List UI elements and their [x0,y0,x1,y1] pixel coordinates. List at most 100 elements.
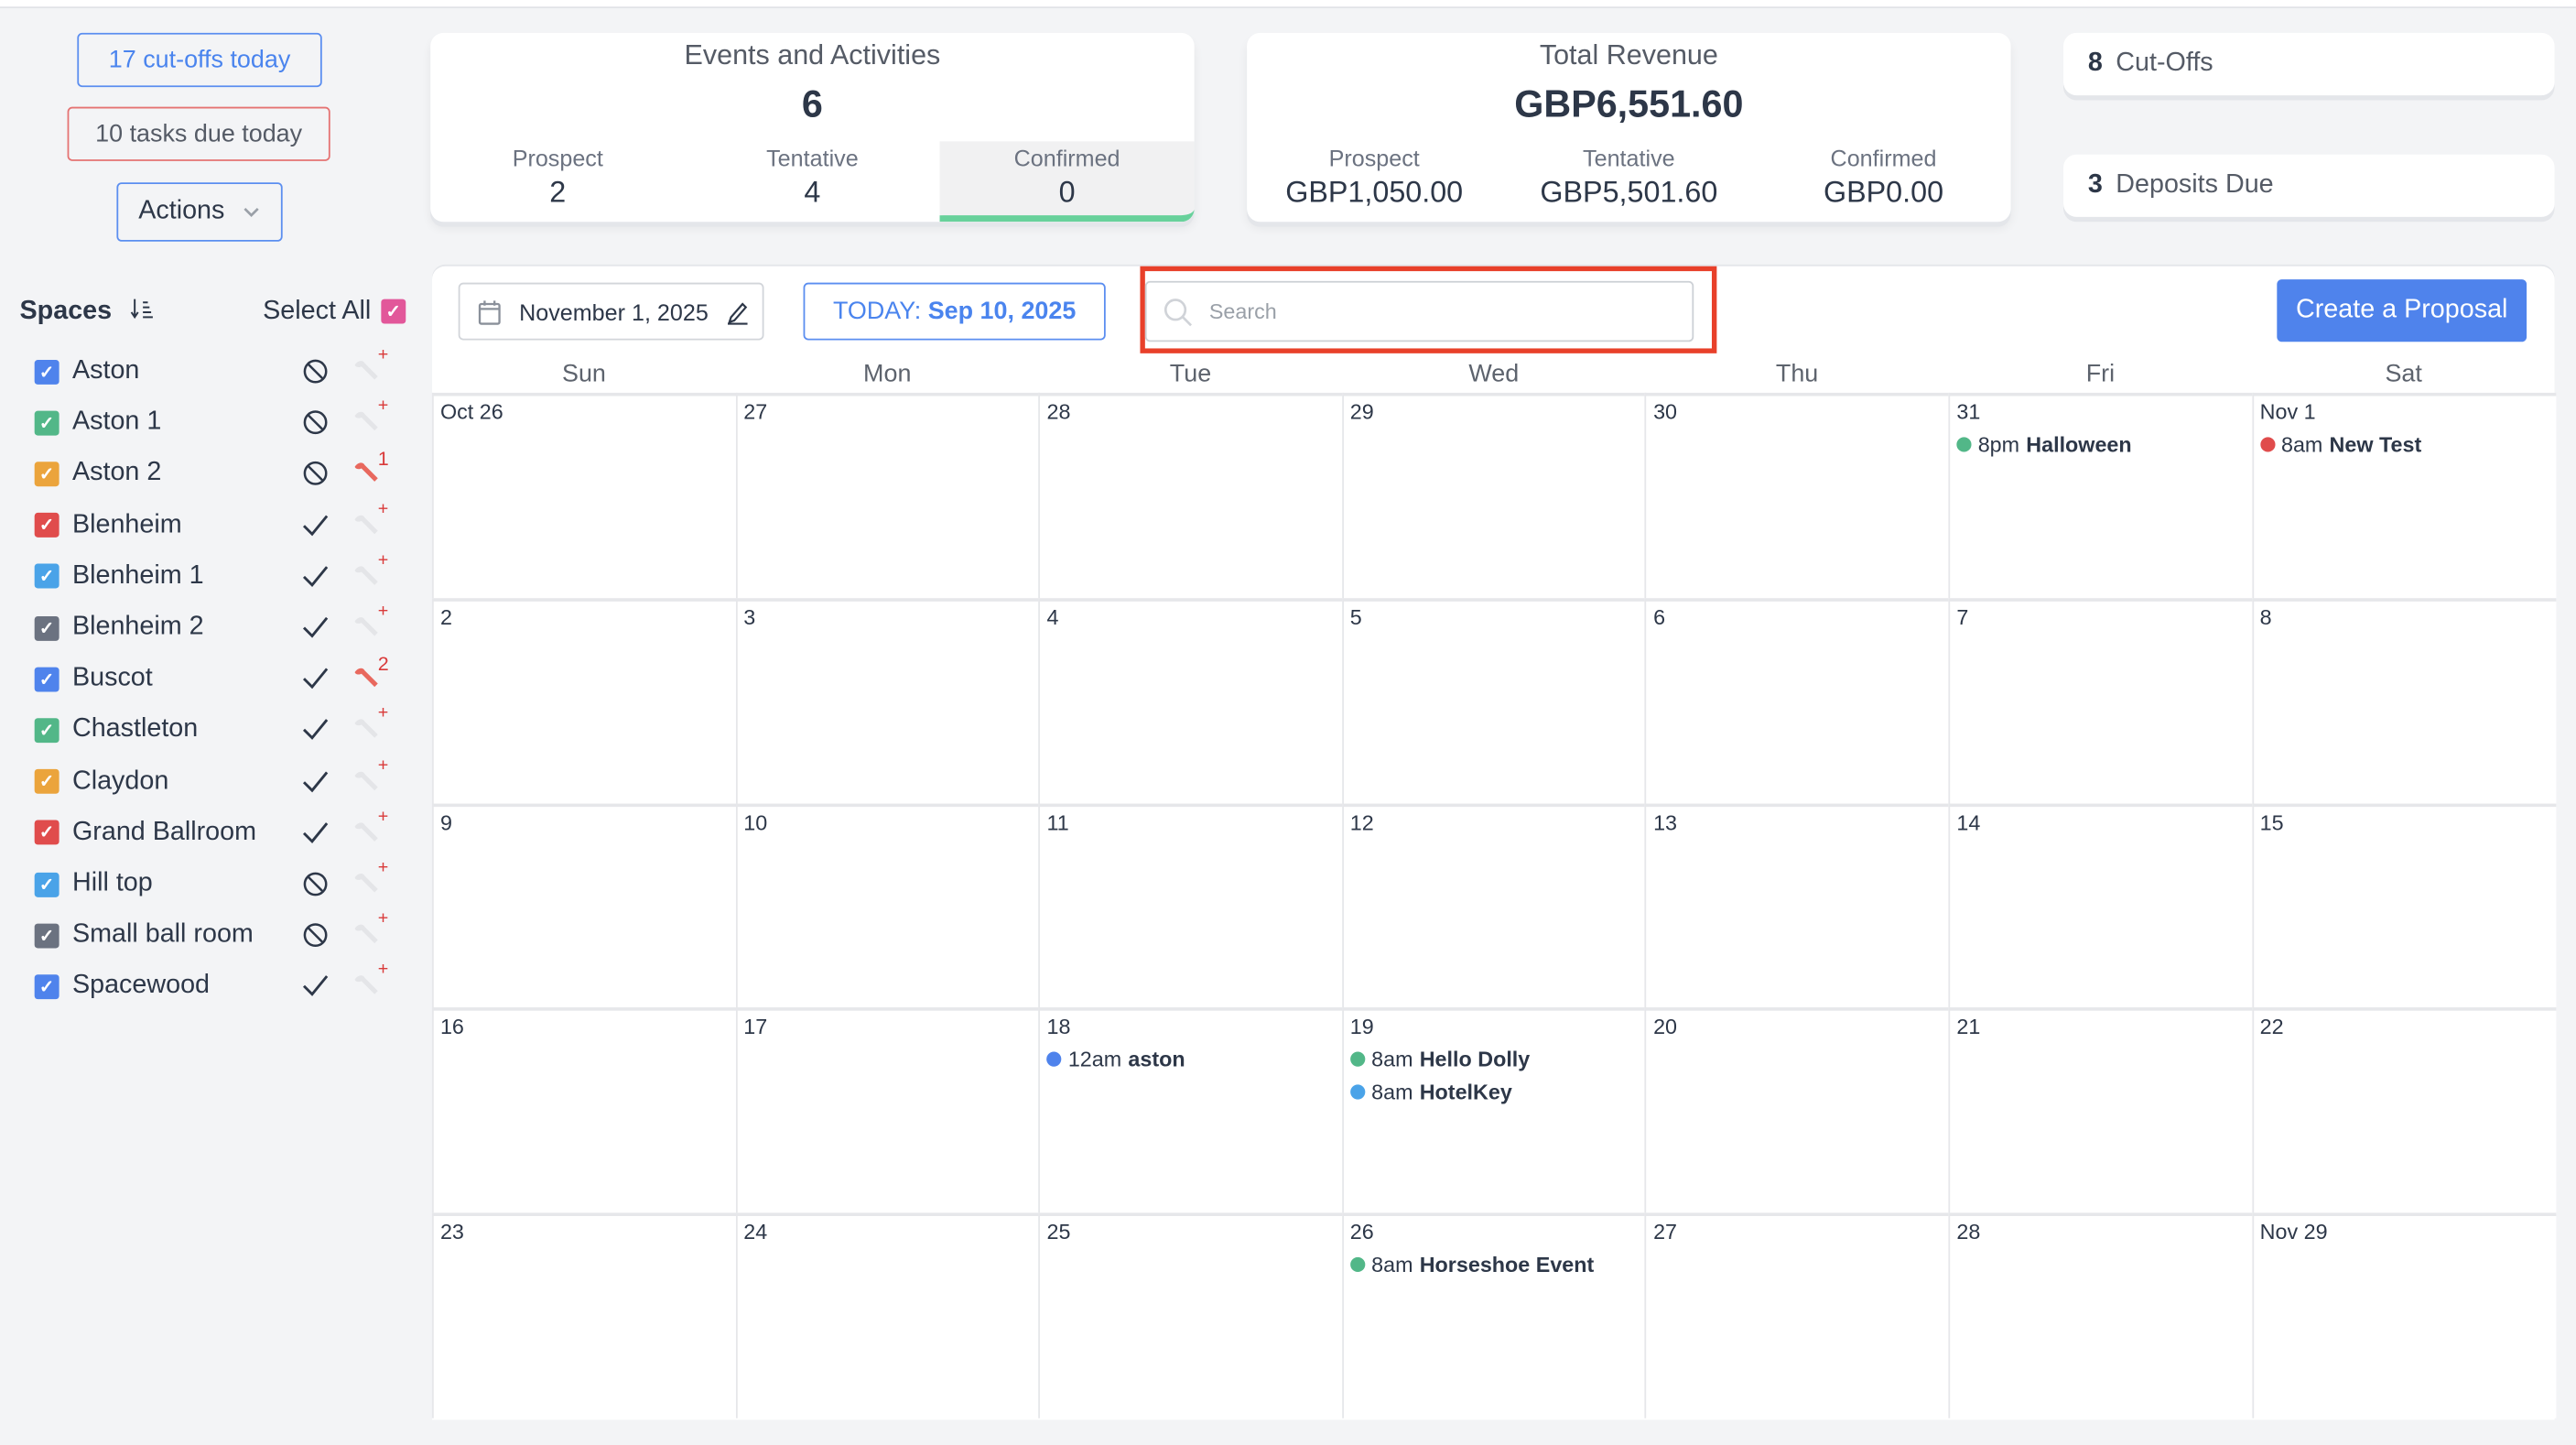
day-cell[interactable]: 21 [1948,1007,2253,1214]
day-cell[interactable]: 8 [2251,597,2556,804]
checkmark-icon[interactable] [300,561,330,591]
wrench-icon[interactable] [352,557,391,592]
blocked-icon[interactable] [300,407,330,437]
checkmark-icon[interactable] [300,664,330,693]
wrench-icon[interactable] [352,352,391,387]
space-checkbox[interactable]: ✓ [34,923,60,948]
day-cell[interactable]: 24 [735,1212,1040,1419]
space-checkbox[interactable]: ✓ [34,718,60,743]
day-cell[interactable]: Nov 1 8am New Test [2251,392,2556,599]
space-checkbox[interactable]: ✓ [34,513,60,538]
space-checkbox[interactable]: ✓ [34,359,60,385]
checkmark-icon[interactable] [300,766,330,796]
wrench-icon[interactable] [352,967,391,1003]
space-checkbox[interactable]: ✓ [34,667,60,691]
day-cell[interactable]: 28 [1948,1212,2253,1419]
day-cell[interactable]: 27 [735,392,1040,599]
day-cell[interactable]: 13 [1645,802,1950,1009]
space-checkbox[interactable]: ✓ [34,872,60,896]
checkmark-icon[interactable] [300,510,330,539]
space-checkbox[interactable]: ✓ [34,615,60,640]
day-cell[interactable]: 10 [735,802,1040,1009]
day-cell[interactable]: 30 [1645,392,1950,599]
cutoffs-today-button[interactable]: 17 cut-offs today [77,32,322,88]
blocked-icon[interactable] [300,459,330,488]
wrench-badge: + [377,549,389,570]
day-cell[interactable]: 17 [735,1007,1040,1214]
wrench-icon[interactable] [352,403,391,439]
select-all-checkbox[interactable]: ✓ [381,299,406,324]
calendar-event[interactable]: 8am Horseshoe Event [1349,1253,1594,1277]
calendar-event[interactable]: 12am aston [1046,1048,1185,1072]
day-cell[interactable]: 31 8pm Halloween [1948,392,2253,599]
search-input[interactable]: Search [1144,280,1694,342]
calendar-event[interactable]: 8pm Halloween [1956,432,2132,457]
space-checkbox[interactable]: ✓ [34,462,60,487]
day-cell[interactable]: 25 [1038,1212,1343,1419]
tasks-due-button[interactable]: 10 tasks due today [67,106,330,161]
day-cell[interactable]: 5 [1341,597,1646,804]
day-cell[interactable]: 26 8am Horseshoe Event [1341,1212,1646,1419]
edit-pencil-icon[interactable] [725,299,752,325]
day-cell[interactable]: 29 [1341,392,1646,599]
space-checkbox[interactable]: ✓ [34,974,60,999]
blocked-icon[interactable] [300,356,330,386]
day-cell[interactable]: 16 [431,1007,736,1214]
day-cell[interactable]: 6 [1645,597,1950,804]
wrench-icon[interactable] [352,659,391,695]
day-cell[interactable]: 3 [735,597,1040,804]
day-cell[interactable]: 4 [1038,597,1343,804]
day-cell[interactable]: 9 [431,802,736,1009]
calendar-event[interactable]: 8am Hello Dolly [1349,1048,1530,1072]
card-total: GBP6,551.60 [1514,81,1744,125]
wrench-icon[interactable] [352,454,391,490]
space-checkbox[interactable]: ✓ [34,564,60,589]
checkmark-icon[interactable] [300,715,330,744]
confirmed-stat[interactable]: Confirmed 0 [939,141,1195,223]
today-button[interactable]: TODAY: Sep 10, 2025 [803,282,1106,341]
wrench-icon[interactable] [352,916,391,951]
date-picker[interactable]: November 1, 2025 [458,282,764,341]
calendar-event[interactable]: 8am New Test [2259,432,2421,457]
wrench-icon[interactable] [352,864,391,900]
day-cell[interactable]: 28 [1038,392,1343,599]
sort-icon[interactable] [129,298,156,321]
space-item: ✓ Claydon + [34,755,413,799]
day-cell[interactable]: 2 [431,597,736,804]
create-proposal-button[interactable]: Create a Proposal [2277,279,2527,342]
day-cell[interactable]: 27 [1645,1212,1950,1419]
deposits-card[interactable]: 3 Deposits Due [2063,154,2555,217]
actions-dropdown[interactable]: Actions [116,182,283,242]
wrench-icon[interactable] [352,608,391,644]
day-cell[interactable]: Nov 29 [2251,1212,2556,1419]
day-cell[interactable]: 18 12am aston [1038,1007,1343,1214]
day-cell[interactable]: 22 [2251,1007,2556,1214]
stat-label: Tentative [766,144,859,171]
checkmark-icon[interactable] [300,613,330,642]
total-revenue-card: Total Revenue GBP6,551.60 Prospect GBP1,0… [1247,32,2011,223]
space-checkbox[interactable]: ✓ [34,820,60,845]
day-cell[interactable]: 15 [2251,802,2556,1009]
day-cell[interactable]: 12 [1341,802,1646,1009]
tentative-stat[interactable]: Tentative 4 [685,141,939,222]
wrench-icon[interactable] [352,813,391,849]
wrench-icon[interactable] [352,762,391,798]
day-cell[interactable]: Oct 26 [431,392,736,599]
day-cell[interactable]: 14 [1948,802,2253,1009]
day-cell[interactable]: 20 [1645,1007,1950,1214]
day-cell[interactable]: 11 [1038,802,1343,1009]
space-checkbox[interactable]: ✓ [34,410,60,436]
wrench-icon[interactable] [352,505,391,541]
space-checkbox[interactable]: ✓ [34,769,60,794]
day-cell[interactable]: 19 8am Hello Dolly 8am HotelKey [1341,1007,1646,1214]
checkmark-icon[interactable] [300,818,330,847]
calendar-event[interactable]: 8am HotelKey [1349,1080,1512,1104]
prospect-stat[interactable]: Prospect 2 [430,141,685,222]
day-cell[interactable]: 7 [1948,597,2253,804]
checkmark-icon[interactable] [300,972,330,1001]
wrench-icon[interactable] [352,711,391,746]
blocked-icon[interactable] [300,869,330,898]
blocked-icon[interactable] [300,920,330,950]
day-cell[interactable]: 23 [431,1212,736,1419]
cutoffs-card[interactable]: 8 Cut-Offs [2063,32,2555,96]
